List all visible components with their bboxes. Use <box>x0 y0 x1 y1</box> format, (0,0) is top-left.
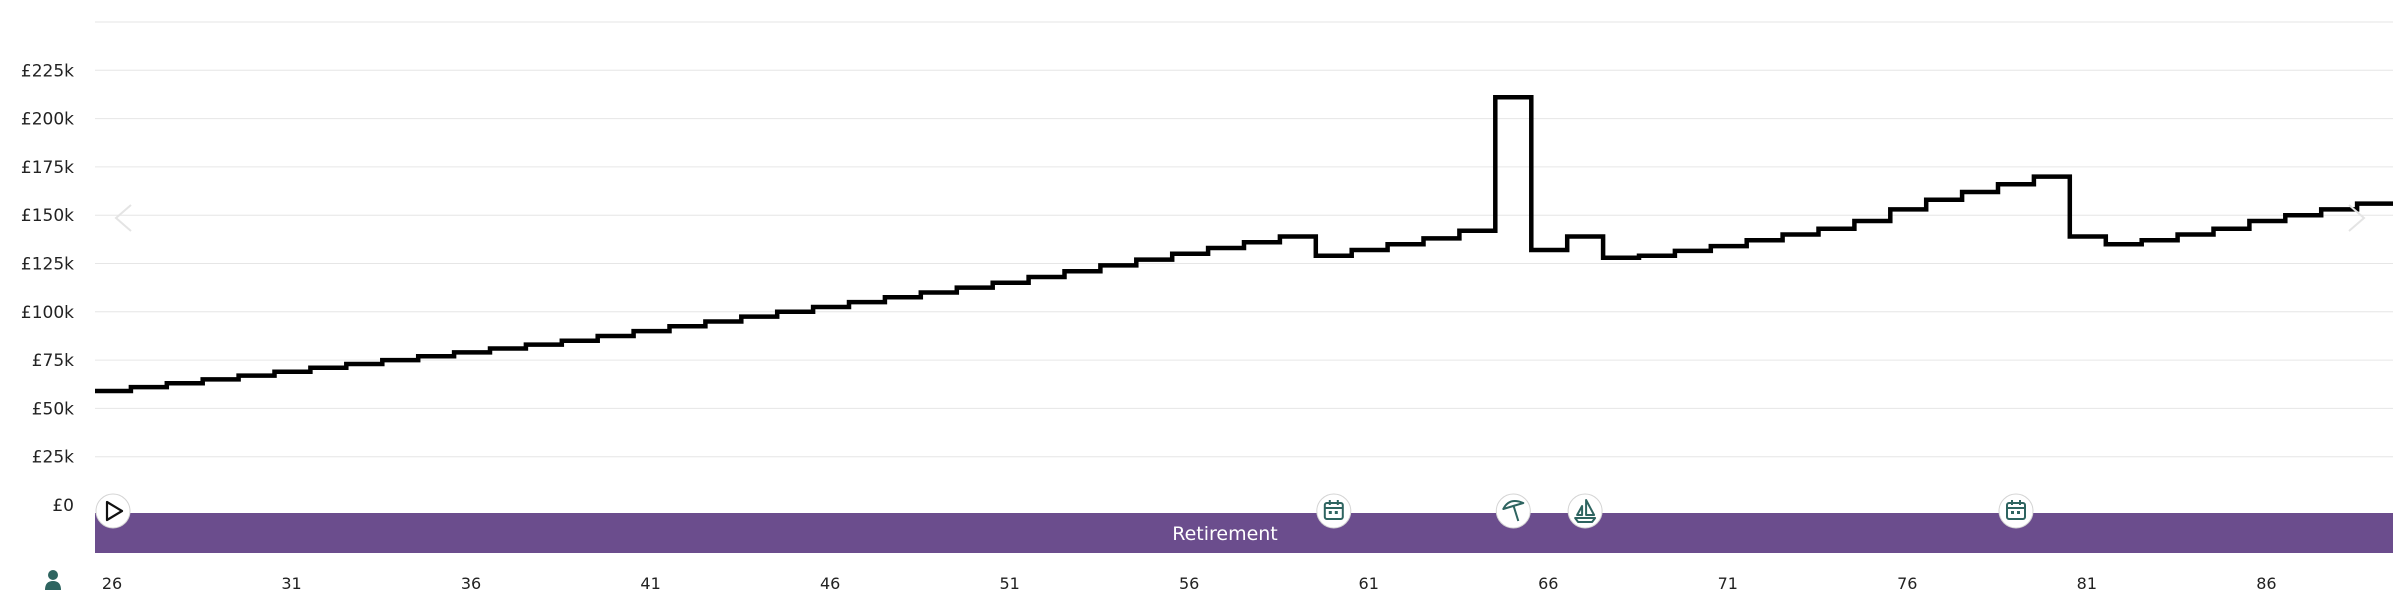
y-tick-label: £225k <box>21 61 74 81</box>
y-tick-label: £0 <box>52 496 74 516</box>
x-axis: 26 31 36 41 46 51 56 61 66 71 76 81 86 <box>102 574 2277 593</box>
x-tick-label: 41 <box>640 574 660 593</box>
y-tick-label: £200k <box>21 110 74 130</box>
x-tick-label: 61 <box>1359 574 1379 593</box>
retirement-band-label: Retirement <box>1172 523 1278 545</box>
grid-lines <box>95 21 2393 458</box>
y-tick-label: £75k <box>32 351 74 371</box>
y-axis: £0 £25k £50k £75k £100k £125k £150k £175k £200k £… <box>21 61 74 516</box>
y-tick-label: £50k <box>32 399 74 419</box>
x-tick-label: 71 <box>1718 574 1738 593</box>
series-line-0 <box>95 95 2393 394</box>
x-tick-label: 26 <box>102 574 122 593</box>
x-tick-label: 86 <box>2256 574 2276 593</box>
y-tick-label: £175k <box>21 158 74 178</box>
x-tick-label: 81 <box>2077 574 2097 593</box>
x-tick-label: 76 <box>1897 574 1917 593</box>
x-tick-label: 36 <box>461 574 481 593</box>
x-tick-label: 31 <box>281 574 301 593</box>
prev-chevron-icon[interactable] <box>114 204 132 232</box>
x-tick-label: 66 <box>1538 574 1558 593</box>
timeline-markers <box>95 493 2034 529</box>
x-tick-label: 46 <box>820 574 840 593</box>
person-icon <box>45 570 61 590</box>
y-tick-label: £150k <box>21 206 74 226</box>
x-tick-label: 56 <box>1179 574 1199 593</box>
next-chevron-icon[interactable] <box>2348 204 2366 232</box>
x-tick-label: 51 <box>999 574 1019 593</box>
y-tick-label: £25k <box>32 448 74 468</box>
series <box>95 95 2393 394</box>
y-tick-label: £125k <box>21 255 74 275</box>
beach-umbrella-icon[interactable] <box>1495 493 1531 529</box>
play-icon[interactable] <box>95 493 131 529</box>
y-tick-label: £100k <box>21 303 74 323</box>
sailboat-icon[interactable] <box>1567 493 1603 529</box>
calendar-icon[interactable] <box>1998 493 2034 529</box>
calendar-icon[interactable] <box>1316 493 1352 529</box>
